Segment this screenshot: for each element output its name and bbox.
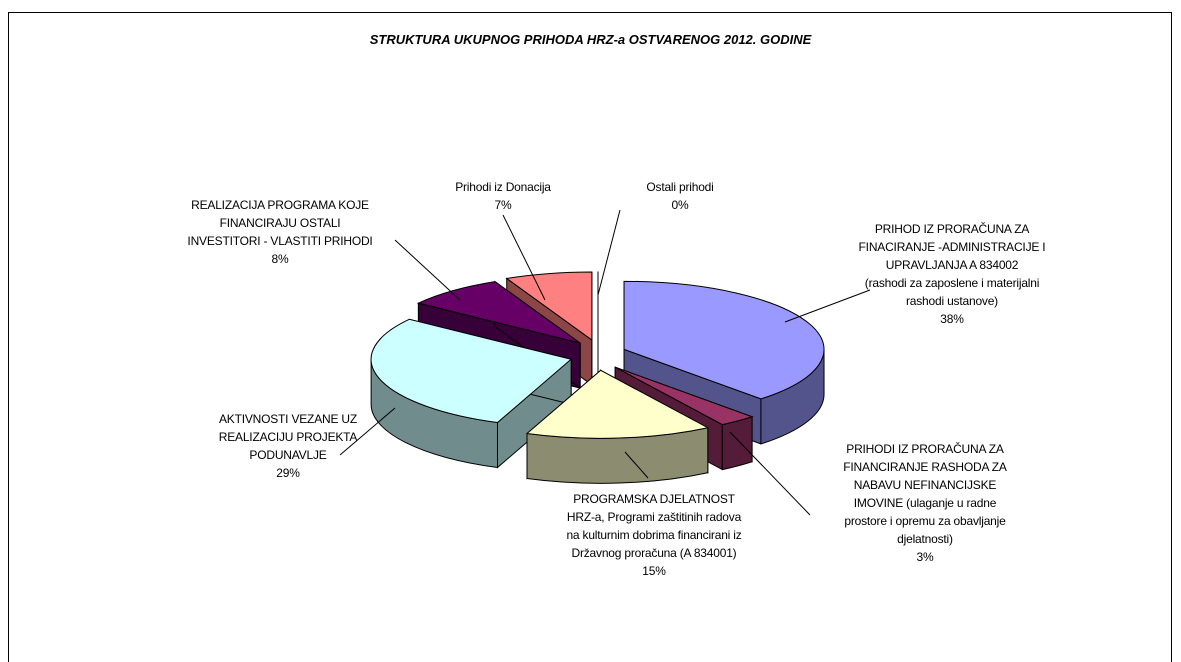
leader-line — [339, 407, 396, 456]
category-label: AKTIVNOSTI VEZANE UZ REALIZACIJU PROJEKT… — [218, 412, 358, 462]
value-label: 0% — [671, 198, 689, 212]
slice-top — [525, 369, 710, 439]
slice-top — [505, 271, 593, 341]
leader-line — [597, 209, 621, 296]
slice-label: AKTIVNOSTI VEZANE UZ REALIZACIJU PROJEKT… — [218, 410, 358, 482]
chart-title: STRUKTURA UKUPNOG PRIHODA HRZ-a OSTVAREN… — [369, 32, 812, 47]
category-label: Ostali prihodi — [646, 180, 714, 194]
category-label: PRIHOD IZ PRORAČUNA ZA FINACIRANJE -ADMI… — [858, 222, 1046, 308]
category-label: REALIZACIJA PROGRAMA KOJE FINANCIRAJU OS… — [187, 198, 373, 248]
slice-top — [416, 281, 581, 344]
leader-line — [624, 451, 649, 479]
slice-label: Prihodi iz Donacija 7% — [455, 178, 551, 214]
slice-wall — [721, 416, 753, 471]
slice-label: PRIHOD IZ PRORAČUNA ZA FINACIRANJE -ADMI… — [859, 220, 1046, 328]
pie-slice — [370, 318, 573, 469]
slice-top — [623, 280, 825, 400]
leader-line — [502, 214, 546, 301]
value-label: 15% — [642, 564, 666, 578]
pie-slice — [525, 369, 710, 484]
slice-top — [370, 318, 573, 424]
value-label: 3% — [916, 550, 934, 564]
value-label: 8% — [271, 252, 289, 266]
slice-top — [614, 366, 754, 426]
category-label: Prihodi iz Donacija — [455, 180, 551, 194]
leader-line — [784, 289, 871, 323]
leader-line — [729, 431, 811, 516]
category-label: PRIHODI IZ PRORAČUNA ZA FINANCIRANJE RAS… — [843, 442, 1007, 546]
value-label: 38% — [940, 312, 964, 326]
value-label: 29% — [276, 466, 300, 480]
chart-frame — [8, 12, 1172, 662]
slice-label: PROGRAMSKA DJELATNOST HRZ-a, Programi za… — [566, 490, 741, 580]
slice-label: Ostali prihodi 0% — [646, 178, 713, 214]
slice-label: PRIHODI IZ PRORAČUNA ZA FINANCIRANJE RAS… — [843, 440, 1007, 566]
value-label: 7% — [494, 198, 512, 212]
slice-label: REALIZACIJA PROGRAMA KOJE FINANCIRAJU OS… — [187, 196, 372, 268]
leader-line — [394, 239, 461, 301]
category-label: PROGRAMSKA DJELATNOST HRZ-a, Programi za… — [566, 492, 742, 560]
